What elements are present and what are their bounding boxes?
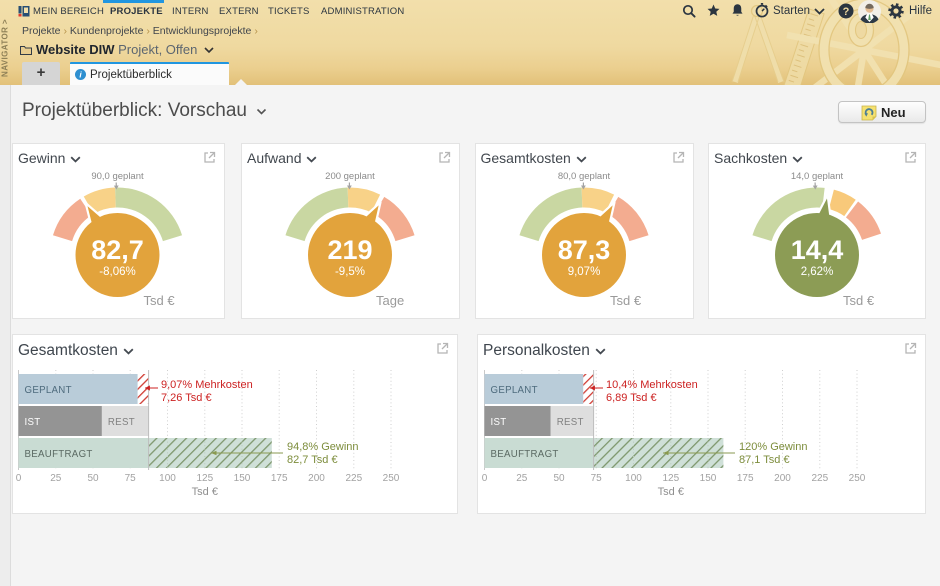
svg-text:?: ? — [843, 6, 850, 18]
svg-text:7,26 Tsd €: 7,26 Tsd € — [161, 392, 212, 404]
svg-text:82,7 Tsd €: 82,7 Tsd € — [287, 454, 338, 466]
svg-text:9,07% Mehrkosten: 9,07% Mehrkosten — [161, 379, 253, 391]
svg-text:175: 175 — [271, 473, 288, 484]
svg-text:87,1 Tsd €: 87,1 Tsd € — [739, 454, 790, 466]
svg-text:150: 150 — [234, 473, 251, 484]
svg-text:50: 50 — [87, 473, 99, 484]
svg-text:BEAUFTRAGT: BEAUFTRAGT — [491, 449, 559, 460]
svg-text:125: 125 — [196, 473, 213, 484]
svg-text:75: 75 — [591, 473, 603, 484]
svg-text:100: 100 — [159, 473, 176, 484]
svg-text:250: 250 — [849, 473, 866, 484]
svg-text:0: 0 — [16, 473, 22, 484]
svg-text:175: 175 — [737, 473, 754, 484]
svg-text:BEAUFTRAGT: BEAUFTRAGT — [25, 449, 93, 460]
svg-text:125: 125 — [662, 473, 679, 484]
svg-text:IST: IST — [491, 417, 507, 428]
svg-text:i: i — [79, 71, 82, 80]
svg-text:IST: IST — [25, 417, 41, 428]
svg-text:25: 25 — [50, 473, 62, 484]
svg-text:GEPLANT: GEPLANT — [491, 385, 538, 396]
svg-text:150: 150 — [700, 473, 717, 484]
svg-text:6,89 Tsd €: 6,89 Tsd € — [606, 392, 657, 404]
svg-text:250: 250 — [383, 473, 400, 484]
svg-text:75: 75 — [125, 473, 137, 484]
svg-text:25: 25 — [516, 473, 528, 484]
svg-text:94,8% Gewinn: 94,8% Gewinn — [287, 441, 359, 453]
svg-text:10,4% Mehrkosten: 10,4% Mehrkosten — [606, 379, 698, 391]
svg-text:Tsd €: Tsd € — [658, 486, 684, 498]
svg-text:50: 50 — [553, 473, 565, 484]
svg-text:225: 225 — [811, 473, 828, 484]
svg-text:200: 200 — [774, 473, 791, 484]
svg-text:GEPLANT: GEPLANT — [25, 385, 72, 396]
svg-text:0: 0 — [482, 473, 488, 484]
svg-text:Tsd €: Tsd € — [192, 486, 218, 498]
svg-text:120% Gewinn: 120% Gewinn — [739, 441, 808, 453]
svg-text:REST: REST — [557, 417, 584, 428]
svg-text:200: 200 — [308, 473, 325, 484]
svg-text:REST: REST — [108, 417, 135, 428]
svg-text:225: 225 — [345, 473, 362, 484]
svg-text:100: 100 — [625, 473, 642, 484]
